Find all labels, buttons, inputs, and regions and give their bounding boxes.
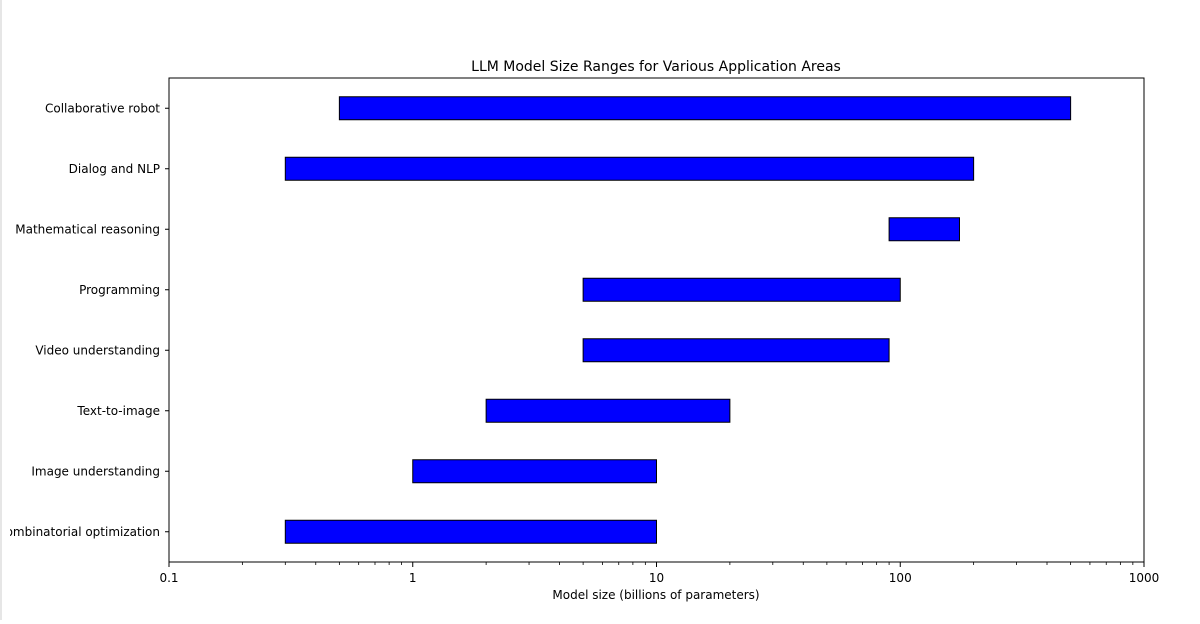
y-tick-label: Mathematical reasoning — [15, 222, 160, 236]
bars-layer — [284, 96, 1072, 544]
y-tick-label: Combinatorial optimization — [0, 525, 160, 539]
x-axis-label: Model size (billions of parameters) — [552, 588, 759, 602]
range-bar — [338, 96, 1072, 121]
plot-frame — [168, 77, 1145, 563]
x-tick-label: 1 — [409, 571, 417, 585]
x-tick-label: 0.1 — [159, 571, 178, 585]
x-tick-label: 100 — [889, 571, 912, 585]
y-tick-label: Text-to-image — [76, 404, 160, 418]
range-bar — [284, 156, 975, 181]
range-bar — [888, 217, 960, 242]
chart-title: LLM Model Size Ranges for Various Applic… — [471, 59, 841, 75]
window-edge — [0, 0, 2, 620]
range-bar — [412, 459, 657, 484]
y-axis: Collaborative robot Dialog and NLP Mathema… — [0, 101, 169, 539]
y-tick-label: Dialog and NLP — [69, 162, 160, 176]
range-bar — [485, 398, 731, 423]
y-tick-label: Video understanding — [35, 343, 160, 357]
x-tick-label: 1000 — [1129, 571, 1160, 585]
y-tick-label: Image understanding — [31, 464, 160, 478]
y-tick-label: Programming — [79, 283, 160, 297]
range-bar — [582, 277, 901, 302]
x-tick-label: 10 — [649, 571, 664, 585]
y-tick-label: Collaborative robot — [45, 101, 160, 115]
range-bar — [284, 519, 657, 544]
range-bar — [582, 338, 890, 363]
x-axis: 0.1 1 10 100 1000 — [159, 562, 1159, 585]
